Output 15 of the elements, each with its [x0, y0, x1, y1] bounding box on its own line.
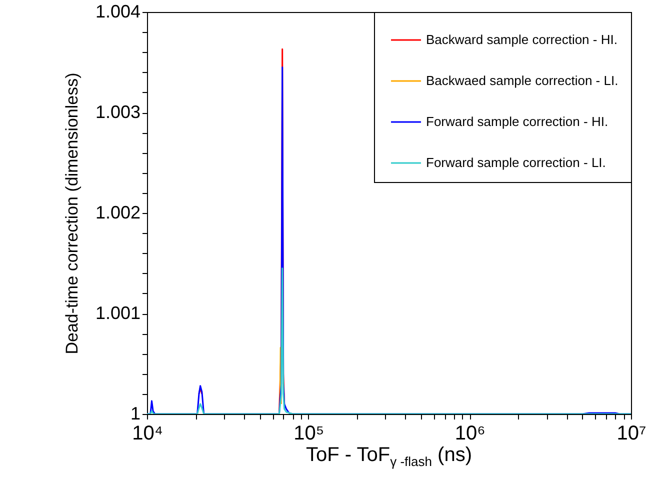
legend-label: Forward sample correction - LI. [426, 155, 606, 170]
y-tick-label: 1.004 [95, 2, 140, 22]
x-tick-label: 10⁴ [132, 422, 163, 444]
y-tick-label: 1.001 [95, 303, 140, 323]
x-tick-label: 10⁷ [616, 422, 646, 444]
legend-label: Backward sample correction - HI. [426, 32, 618, 47]
y-tick-label: 1.003 [95, 102, 140, 122]
y-tick-label: 1.002 [95, 202, 140, 222]
y-tick-label: 1 [130, 404, 140, 424]
legend-label: Backwaed sample correction - LI. [426, 73, 618, 88]
legend-label: Forward sample correction - HI. [426, 114, 608, 129]
x-tick-label: 10⁵ [294, 422, 324, 444]
x-axis-title: ToF - ToF$_{γ -flash}$ (ns) [305, 444, 473, 469]
x-tick-label: 10⁶ [454, 422, 486, 444]
y-axis-title: Dead-time correction (dimensionless) [62, 72, 82, 354]
